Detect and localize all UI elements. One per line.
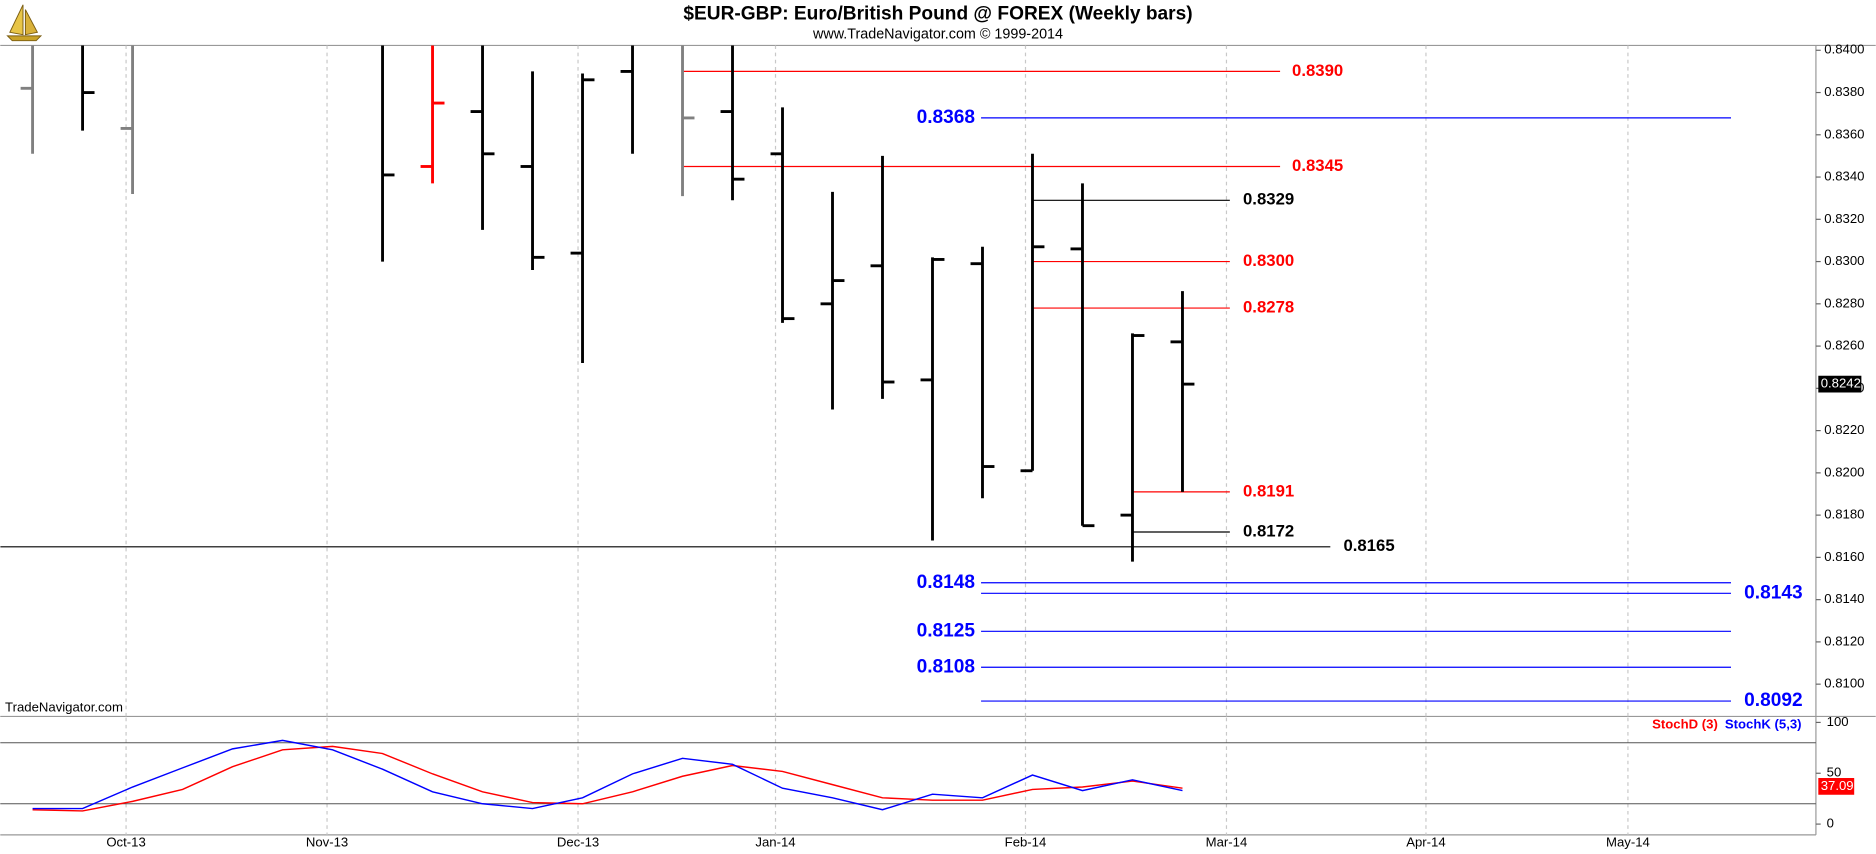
last-price-label: 0.8242 xyxy=(1821,376,1861,391)
x-tick-label: May-14 xyxy=(1606,835,1650,850)
price-bars xyxy=(20,45,1195,562)
y-tick-label: 0.8380 xyxy=(1824,84,1864,99)
stoch-line xyxy=(32,739,1183,811)
x-tick-label: Feb-14 xyxy=(1005,835,1047,850)
y-tick-label: 0.8320 xyxy=(1824,211,1864,226)
level-label: 0.8125 xyxy=(917,620,976,641)
x-tick-label: Jan-14 xyxy=(755,835,795,850)
y-tick-label: 0.8140 xyxy=(1824,591,1864,606)
x-tick-label: Mar-14 xyxy=(1206,835,1248,850)
watermark: TradeNavigator.com xyxy=(5,700,123,715)
level-label: 0.8368 xyxy=(917,107,976,128)
level-label: 0.8165 xyxy=(1343,536,1394,555)
level-label: 0.8092 xyxy=(1744,690,1803,711)
legend-entry: StochD (3) xyxy=(1652,716,1718,731)
y-tick-label: 0.8200 xyxy=(1824,464,1864,479)
y-tick-label: 0.8120 xyxy=(1824,633,1864,648)
x-tick-label: Oct-13 xyxy=(106,835,145,850)
y-tick-label: 0.8260 xyxy=(1824,338,1864,353)
y-tick-label: 0.8280 xyxy=(1824,295,1864,310)
y-tick-label: 0.8160 xyxy=(1824,549,1864,564)
x-tick-label: Apr-14 xyxy=(1406,835,1445,850)
y-tick-label: 0.8100 xyxy=(1824,676,1864,691)
y-tick-label: 0.8340 xyxy=(1824,169,1864,184)
level-label: 0.8390 xyxy=(1292,61,1343,80)
level-label: 0.8148 xyxy=(917,572,976,593)
level-label: 0.8300 xyxy=(1243,251,1294,270)
y-tick-label: 50 xyxy=(1827,765,1842,780)
chart-title: $EUR-GBP: Euro/British Pound @ FOREX (We… xyxy=(683,3,1192,24)
x-tick-label: Dec-13 xyxy=(557,835,599,850)
level-label: 0.8191 xyxy=(1243,481,1294,500)
y-tick-label: 0.8220 xyxy=(1824,422,1864,437)
level-label: 0.8143 xyxy=(1744,582,1803,603)
last-price-box xyxy=(1818,375,1862,393)
y-tick-label: 0.8180 xyxy=(1824,507,1864,522)
stoch-line xyxy=(32,745,1183,812)
y-tick-label: 100 xyxy=(1827,714,1849,729)
level-label: 0.8278 xyxy=(1243,297,1294,316)
y-tick-label: 0 xyxy=(1827,816,1834,831)
level-label: 0.8172 xyxy=(1243,521,1294,540)
stoch-grid xyxy=(0,717,1816,835)
y-tick-label: 0.8360 xyxy=(1824,126,1864,141)
last-value-label: 37.09 xyxy=(1821,778,1854,793)
y-tick-label: 0.8400 xyxy=(1824,42,1864,57)
level-label: 0.8345 xyxy=(1292,156,1343,175)
y-tick-label: 0.8300 xyxy=(1824,253,1864,268)
logo xyxy=(6,4,43,42)
level-label: 0.8329 xyxy=(1243,190,1294,209)
axes: Oct-13 Nov-13 Dec-13 Jan-14 Feb-14 Mar-14 Apr-… xyxy=(106,42,1864,850)
legend-entry: StochK (5,3) xyxy=(1725,716,1802,731)
stoch-lines xyxy=(32,739,1183,812)
chart-subtitle: www.TradeNavigator.com © 1999-2014 xyxy=(812,26,1063,42)
level-labels: 0.8390 0.8368 0.8345 0.8329 0.8300 0.8278 0.81… xyxy=(917,61,1803,711)
level-label: 0.8108 xyxy=(917,656,976,677)
last-value-box xyxy=(1818,778,1855,795)
x-tick-label: Nov-13 xyxy=(306,835,348,850)
